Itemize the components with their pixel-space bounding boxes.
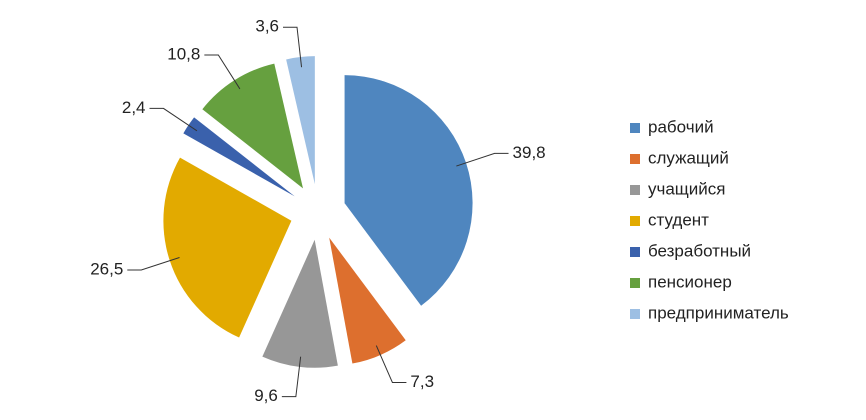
legend-swatch: [630, 154, 640, 164]
pie-slice: [183, 117, 295, 197]
leader-line: [149, 107, 198, 132]
data-label: 2,4: [122, 98, 146, 117]
legend-swatch: [630, 123, 640, 133]
leader-line: [456, 152, 509, 167]
legend-label: служащий: [648, 148, 729, 167]
legend-label: безработный: [648, 241, 751, 260]
legend-label: рабочий: [648, 117, 714, 136]
legend-swatch: [630, 185, 640, 195]
legend-swatch: [630, 309, 640, 319]
pie-slice: [262, 239, 338, 368]
legend-swatch: [630, 278, 640, 288]
pie-slice: [286, 56, 315, 185]
data-label: 10,8: [167, 44, 200, 63]
leader-line: [281, 356, 302, 398]
data-label: 3,6: [255, 17, 279, 36]
legend-label: учащийся: [648, 179, 726, 198]
data-label: 39,8: [513, 143, 546, 162]
leader-line: [127, 257, 180, 271]
pie-slice: [344, 75, 473, 306]
leader-line: [204, 54, 241, 90]
pie-slice: [163, 157, 292, 338]
legend-label: предприниматель: [648, 303, 789, 322]
legend-label: пенсионер: [648, 272, 732, 291]
legend-swatch: [630, 216, 640, 226]
leader-line: [375, 345, 407, 383]
pie-slice: [329, 237, 406, 364]
legend-label: студент: [648, 210, 709, 229]
leader-line: [283, 26, 303, 68]
pie-slice: [202, 63, 303, 189]
data-label: 7,3: [410, 372, 434, 391]
legend-swatch: [630, 247, 640, 257]
data-label: 26,5: [90, 260, 123, 279]
data-label: 9,6: [254, 386, 278, 405]
